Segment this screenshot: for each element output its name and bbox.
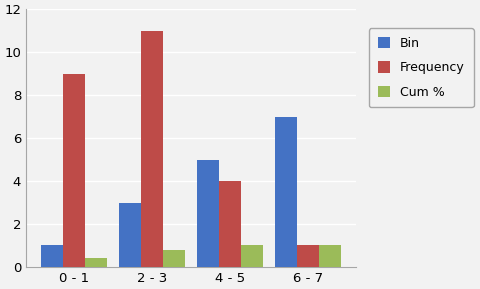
Bar: [197, 160, 219, 267]
Bar: [141, 31, 163, 267]
Bar: [219, 181, 240, 267]
Bar: [240, 245, 262, 267]
Bar: [119, 203, 141, 267]
Bar: [63, 74, 84, 267]
Bar: [84, 258, 107, 267]
Bar: [297, 245, 318, 267]
Bar: [41, 245, 63, 267]
Bar: [318, 245, 340, 267]
Legend: Bin, Frequency, Cum %: Bin, Frequency, Cum %: [368, 28, 472, 107]
Bar: [275, 116, 297, 267]
Bar: [163, 250, 184, 267]
